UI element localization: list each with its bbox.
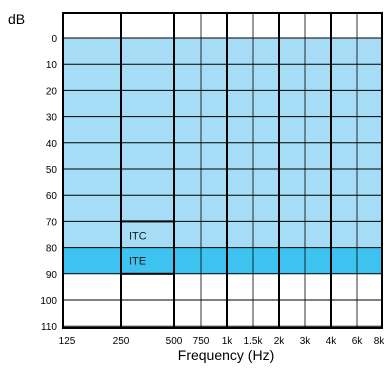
y-tick-label: 110: [41, 322, 57, 333]
x-tick-label: 1k: [222, 336, 234, 347]
x-tick-label: 8k: [374, 336, 386, 347]
y-tick-label: 70: [46, 217, 58, 228]
y-axis-label: dB: [8, 11, 25, 27]
y-tick-label: 20: [46, 86, 58, 97]
x-tick-label: 1.5k: [244, 336, 264, 347]
region-ite: [63, 247, 382, 274]
x-tick-label: 750: [193, 336, 210, 347]
y-tick-label: 10: [46, 60, 58, 71]
y-tick-label: 30: [46, 113, 58, 124]
region-label-ite: ITE: [129, 256, 146, 268]
plot-frame: [62, 12, 383, 329]
x-tick-label: 2k: [274, 336, 286, 347]
y-tick-label: 60: [46, 191, 58, 202]
y-tick-label: 50: [46, 165, 58, 176]
x-tick-label: 250: [113, 336, 130, 347]
y-tick-label: 80: [46, 244, 58, 255]
x-tick-label: 6k: [352, 336, 364, 347]
annotation-layer: ITE ITC: [120, 220, 175, 275]
y-tick-label: 0: [51, 34, 57, 45]
x-tick-label: 3k: [300, 336, 312, 347]
region-label-itc: ITC: [129, 230, 147, 242]
region-itc-outline: [120, 220, 175, 275]
x-tick-label: 500: [166, 336, 183, 347]
y-tick-label: 90: [46, 270, 58, 281]
grid-layer: [62, 12, 383, 329]
regions-layer: [63, 38, 382, 274]
y-tick-label: 100: [40, 296, 57, 307]
y-tick-label: 40: [46, 139, 58, 150]
x-tick-label: 4k: [326, 336, 338, 347]
x-tick-label: 125: [59, 336, 76, 347]
x-axis-label: Frequency (Hz): [178, 347, 274, 363]
